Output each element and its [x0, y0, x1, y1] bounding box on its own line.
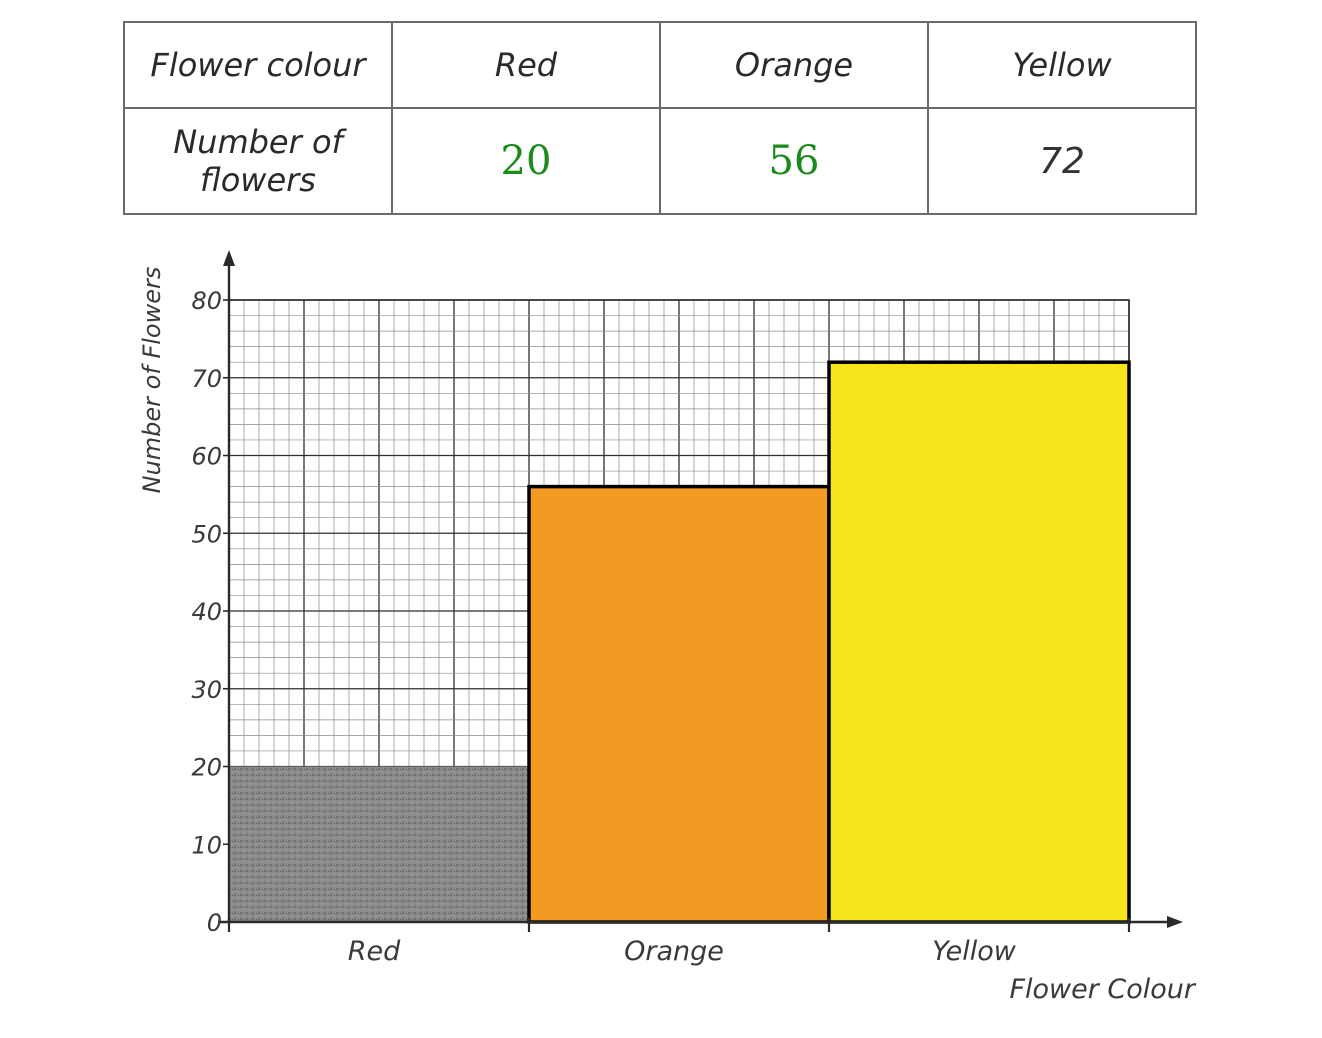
row-header-colour: Flower colour [123, 21, 393, 109]
x-tick-label: Orange [624, 936, 724, 967]
table-row: Flower colour Red Orange Yellow [123, 21, 1197, 109]
table-cell-colour: Red [391, 21, 661, 109]
table-row: Number of flowers 20 56 72 [123, 107, 1197, 215]
y-tick-label: 10 [191, 831, 222, 859]
table-cell-count: 72 [927, 107, 1197, 215]
table-cell-colour: Orange [659, 21, 929, 109]
bars-group [229, 360, 1131, 924]
y-tick-label: 80 [191, 287, 222, 315]
y-tick-label: 20 [191, 754, 222, 782]
x-axis-title: Flower Colour [1009, 974, 1196, 1005]
y-tick-label: 60 [191, 443, 222, 471]
y-tick-label: 30 [191, 676, 222, 704]
x-axis-arrow [1167, 916, 1183, 928]
y-tick-label: 50 [191, 520, 222, 548]
row-header-count: Number of flowers [123, 107, 393, 215]
x-tick-label: Red [348, 936, 401, 967]
table-cell-colour: Yellow [927, 21, 1197, 109]
bar-yellow [827, 360, 1131, 924]
table-cell-count: 56 [659, 107, 929, 215]
labels-group: 0 10 20 30 40 50 60 70 80 Red Orange Yellow Flower C… [138, 267, 1197, 1005]
y-axis-title: Number of Flowers [138, 267, 166, 494]
bar-red [229, 766, 529, 922]
axes-group [218, 250, 1183, 932]
table-cell-count: 20 [391, 107, 661, 215]
y-tick-label: 70 [191, 365, 222, 393]
y-tick-label: 0 [207, 909, 222, 937]
bar-orange [527, 484, 831, 924]
y-tick-label: 40 [191, 598, 222, 626]
y-axis-arrow [223, 250, 235, 266]
x-tick-label: Yellow [932, 936, 1017, 967]
frequency-table: Flower colour Red Orange Yellow Number o… [123, 21, 1197, 215]
